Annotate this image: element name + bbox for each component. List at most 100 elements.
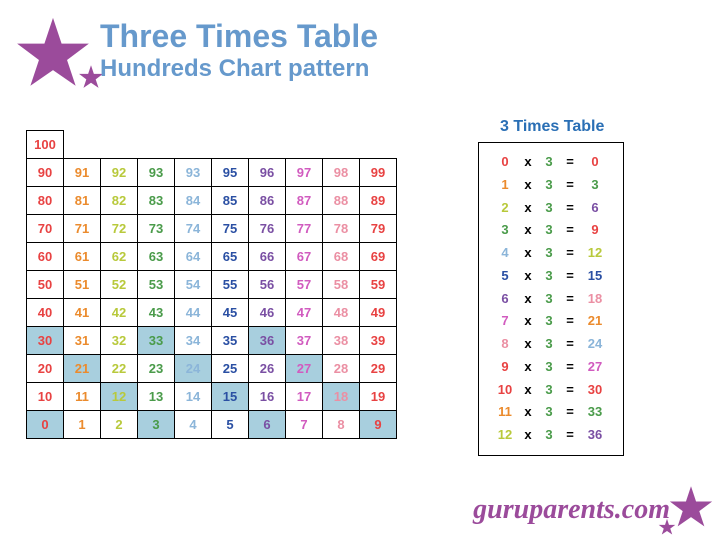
times-result: 0 bbox=[581, 151, 609, 174]
footer-star-small-icon bbox=[658, 518, 676, 536]
times-row: 0x3=0 bbox=[493, 151, 609, 174]
hundreds-cell: 99 bbox=[360, 159, 397, 187]
hundreds-cell bbox=[212, 131, 249, 159]
hundreds-cell: 18 bbox=[323, 383, 360, 411]
hundreds-cell: 92 bbox=[101, 159, 138, 187]
hundreds-cell: 32 bbox=[101, 327, 138, 355]
times-eq: = bbox=[559, 310, 581, 333]
times-eq: = bbox=[559, 174, 581, 197]
hundreds-cell: 27 bbox=[286, 355, 323, 383]
times-b: 3 bbox=[539, 424, 559, 447]
hundreds-cell: 17 bbox=[286, 383, 323, 411]
times-result: 33 bbox=[581, 401, 609, 424]
hundreds-cell: 48 bbox=[323, 299, 360, 327]
hundreds-cell: 50 bbox=[27, 271, 64, 299]
times-row: 1x3=3 bbox=[493, 174, 609, 197]
hundreds-cell: 84 bbox=[175, 187, 212, 215]
hundreds-cell: 13 bbox=[138, 383, 175, 411]
hundreds-cell: 28 bbox=[323, 355, 360, 383]
hundreds-cell: 83 bbox=[138, 187, 175, 215]
hundreds-cell: 56 bbox=[249, 271, 286, 299]
hundreds-chart: 1009091929393959697989980818283848586878… bbox=[26, 130, 397, 439]
hundreds-cell: 23 bbox=[138, 355, 175, 383]
hundreds-cell: 24 bbox=[175, 355, 212, 383]
hundreds-cell: 41 bbox=[64, 299, 101, 327]
hundreds-cell: 72 bbox=[101, 215, 138, 243]
times-b: 3 bbox=[539, 151, 559, 174]
hundreds-cell bbox=[360, 131, 397, 159]
times-a: 10 bbox=[493, 379, 517, 402]
times-row: 12x3=36 bbox=[493, 424, 609, 447]
hundreds-cell: 36 bbox=[249, 327, 286, 355]
hundreds-cell: 78 bbox=[323, 215, 360, 243]
hundreds-cell: 15 bbox=[212, 383, 249, 411]
times-x: x bbox=[517, 219, 539, 242]
hundreds-cell: 66 bbox=[249, 243, 286, 271]
times-a: 5 bbox=[493, 265, 517, 288]
hundreds-cell: 42 bbox=[101, 299, 138, 327]
hundreds-cell: 47 bbox=[286, 299, 323, 327]
hundreds-cell: 43 bbox=[138, 299, 175, 327]
hundreds-cell: 81 bbox=[64, 187, 101, 215]
times-b: 3 bbox=[539, 356, 559, 379]
times-b: 3 bbox=[539, 242, 559, 265]
hundreds-cell: 14 bbox=[175, 383, 212, 411]
hundreds-cell: 64 bbox=[175, 243, 212, 271]
times-eq: = bbox=[559, 333, 581, 356]
times-x: x bbox=[517, 424, 539, 447]
hundreds-cell bbox=[249, 131, 286, 159]
hundreds-cell: 2 bbox=[101, 411, 138, 439]
hundreds-cell: 21 bbox=[64, 355, 101, 383]
hundreds-cell: 9 bbox=[360, 411, 397, 439]
times-eq: = bbox=[559, 219, 581, 242]
hundreds-cell: 34 bbox=[175, 327, 212, 355]
header: Three Times Table Hundreds Chart pattern bbox=[100, 18, 378, 83]
hundreds-cell: 93 bbox=[175, 159, 212, 187]
hundreds-cell: 60 bbox=[27, 243, 64, 271]
hundreds-cell: 10 bbox=[27, 383, 64, 411]
times-result: 24 bbox=[581, 333, 609, 356]
hundreds-cell: 89 bbox=[360, 187, 397, 215]
hundreds-cell: 76 bbox=[249, 215, 286, 243]
hundreds-cell: 6 bbox=[249, 411, 286, 439]
times-a: 9 bbox=[493, 356, 517, 379]
hundreds-cell: 96 bbox=[249, 159, 286, 187]
hundreds-cell: 87 bbox=[286, 187, 323, 215]
times-b: 3 bbox=[539, 174, 559, 197]
hundreds-cell: 12 bbox=[101, 383, 138, 411]
hundreds-cell: 7 bbox=[286, 411, 323, 439]
hundreds-cell: 73 bbox=[138, 215, 175, 243]
hundreds-cell: 79 bbox=[360, 215, 397, 243]
hundreds-cell: 57 bbox=[286, 271, 323, 299]
hundreds-cell: 3 bbox=[138, 411, 175, 439]
hundreds-cell bbox=[286, 131, 323, 159]
times-x: x bbox=[517, 265, 539, 288]
times-eq: = bbox=[559, 379, 581, 402]
hundreds-cell: 39 bbox=[360, 327, 397, 355]
times-b: 3 bbox=[539, 310, 559, 333]
times-result: 18 bbox=[581, 288, 609, 311]
times-x: x bbox=[517, 310, 539, 333]
times-x: x bbox=[517, 174, 539, 197]
hundreds-cell: 67 bbox=[286, 243, 323, 271]
times-row: 2x3=6 bbox=[493, 197, 609, 220]
times-row: 11x3=33 bbox=[493, 401, 609, 424]
times-result: 30 bbox=[581, 379, 609, 402]
times-result: 27 bbox=[581, 356, 609, 379]
hundreds-cell: 98 bbox=[323, 159, 360, 187]
hundreds-cell: 22 bbox=[101, 355, 138, 383]
times-b: 3 bbox=[539, 333, 559, 356]
times-row: 10x3=30 bbox=[493, 379, 609, 402]
times-a: 1 bbox=[493, 174, 517, 197]
times-eq: = bbox=[559, 288, 581, 311]
times-row: 8x3=24 bbox=[493, 333, 609, 356]
times-x: x bbox=[517, 356, 539, 379]
hundreds-cell bbox=[175, 131, 212, 159]
times-result: 15 bbox=[581, 265, 609, 288]
times-x: x bbox=[517, 401, 539, 424]
times-a: 0 bbox=[493, 151, 517, 174]
page-title: Three Times Table bbox=[100, 18, 378, 55]
hundreds-cell: 82 bbox=[101, 187, 138, 215]
hundreds-cell: 97 bbox=[286, 159, 323, 187]
hundreds-cell: 55 bbox=[212, 271, 249, 299]
